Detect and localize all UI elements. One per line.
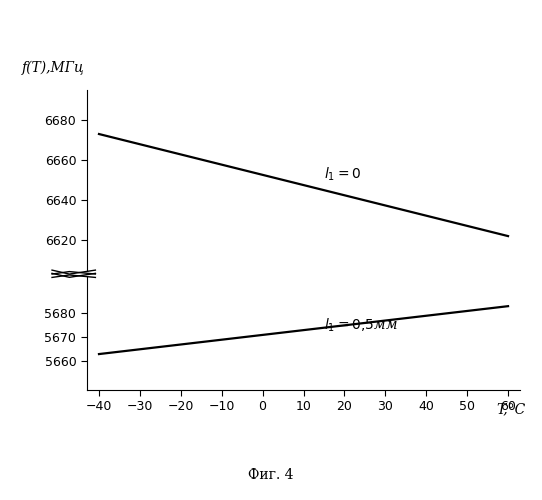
Text: f(T),МГц: f(T),МГц [22,60,85,75]
Text: Фиг. 4: Фиг. 4 [248,468,294,482]
Text: $l_1=0$: $l_1=0$ [324,166,362,183]
Text: $l_1=0{,}5$мм: $l_1=0{,}5$мм [324,316,398,334]
Text: T,°C: T,°C [496,402,526,416]
